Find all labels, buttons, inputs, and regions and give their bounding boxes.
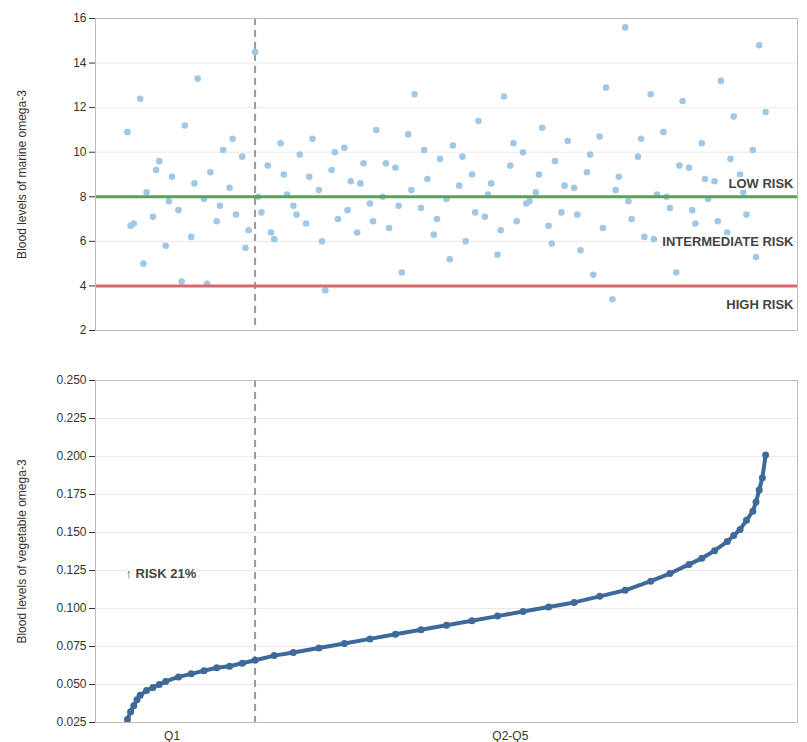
svg-text:8: 8 [80, 190, 87, 204]
svg-text:6: 6 [80, 234, 87, 248]
svg-text:Blood levels of marine omega-3: Blood levels of marine omega-3 [15, 90, 29, 259]
svg-text:16: 16 [73, 11, 87, 25]
svg-text:4: 4 [80, 279, 87, 293]
svg-text:2: 2 [80, 323, 87, 337]
svg-text:12: 12 [73, 100, 87, 114]
svg-text:LOW RISK: LOW RISK [729, 176, 795, 191]
svg-text:Blood levels of vegetable omeg: Blood levels of vegetable omega-3 [15, 459, 29, 643]
svg-text:0.250: 0.250 [56, 373, 86, 387]
svg-text:0.050: 0.050 [56, 677, 86, 691]
svg-text:0.150: 0.150 [56, 525, 86, 539]
svg-text:14: 14 [73, 56, 87, 70]
svg-text:Q2-Q5: Q2-Q5 [492, 729, 528, 742]
svg-text:10: 10 [73, 145, 87, 159]
svg-text:0.200: 0.200 [56, 449, 86, 463]
svg-text:Q1: Q1 [164, 729, 180, 742]
svg-text:0.175: 0.175 [56, 487, 86, 501]
svg-text:0.025: 0.025 [56, 715, 86, 729]
svg-text:INTERMEDIATE RISK: INTERMEDIATE RISK [662, 234, 794, 249]
svg-text:0.100: 0.100 [56, 601, 86, 615]
svg-text:0.125: 0.125 [56, 563, 86, 577]
svg-text:0.225: 0.225 [56, 411, 86, 425]
svg-text:HIGH RISK: HIGH RISK [726, 297, 794, 312]
svg-text:↑ RISK 21%: ↑ RISK 21% [126, 566, 197, 581]
svg-text:0.075: 0.075 [56, 639, 86, 653]
